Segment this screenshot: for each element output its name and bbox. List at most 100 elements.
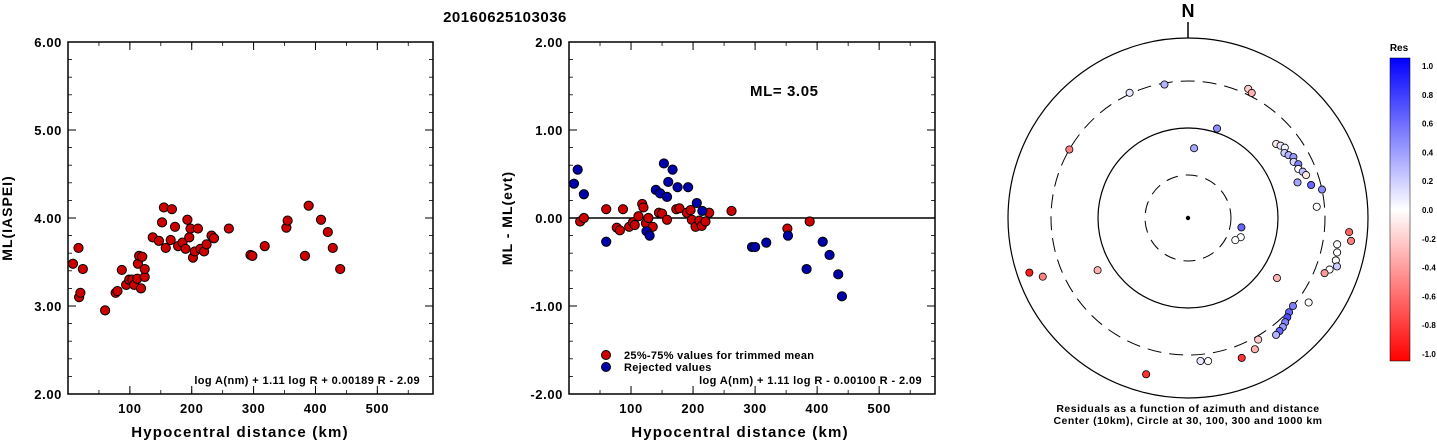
left-point-series-0 [67, 258, 79, 269]
colorbar-tick-label: 0.2 [1422, 177, 1434, 186]
left-y-tick-label: 6.00 [34, 35, 62, 50]
station-residual-marker [1160, 80, 1169, 89]
legend-label-trimmed: 25%-75% values for trimmed mean [624, 350, 814, 362]
colorbar-tick-label: -0.2 [1422, 235, 1436, 244]
station-residual-marker [1213, 124, 1222, 133]
station-residual-marker [1190, 144, 1199, 153]
middle-point-series-0 [804, 216, 815, 227]
legend-marker-trimmed [601, 350, 611, 360]
middle-x-tick-label: 400 [805, 401, 829, 416]
middle-point-series-1 [663, 176, 674, 188]
left-point-series-0 [160, 242, 171, 254]
station-residual-marker [1237, 223, 1246, 232]
colorbar-tick-label: -0.8 [1422, 321, 1436, 330]
left-point-series-0 [73, 242, 84, 254]
middle-point-series-1 [572, 164, 583, 175]
left-point-series-0 [327, 242, 338, 254]
station-residual-marker [1318, 185, 1327, 194]
middle-y-tick-label: 1.00 [535, 123, 563, 138]
left-point-series-0 [201, 239, 212, 250]
left-y-tick-label: 5.00 [34, 123, 62, 138]
middle-point-series-0 [661, 214, 673, 225]
left-y-tick-label: 4.00 [34, 211, 62, 226]
colorbar-title: Res [1390, 43, 1409, 54]
station-residual-marker [1231, 236, 1240, 245]
middle-point-series-0 [617, 204, 629, 215]
middle-point-series-0 [685, 204, 696, 216]
left-point-series-0 [153, 235, 165, 246]
left-chart: 2.00 3.00 4.00 5.00 6.00 100 200 300 400 500 log … [0, 35, 434, 441]
middle-x-tick-label: 300 [743, 401, 767, 416]
legend-label-rejected: Rejected values [624, 362, 712, 374]
left-point-series-0 [100, 305, 111, 316]
station-residual-marker [1320, 269, 1329, 278]
y-axis-label: ML(IASPEI) [0, 175, 15, 260]
middle-point-series-1 [661, 191, 673, 202]
left-point-series-0 [192, 223, 204, 234]
left-point-series-0 [335, 263, 346, 275]
middle-point-series-1 [601, 236, 612, 247]
middle-x-tick-label: 500 [867, 401, 891, 416]
station-residual-marker [1288, 302, 1297, 311]
x-axis-label: Hypocentral distance (km) [131, 424, 349, 441]
left-point-series-0 [116, 264, 127, 276]
left-point-series-0 [182, 214, 193, 225]
middle-point-series-1 [761, 237, 772, 248]
azimuth-plot: N Residuals as a function of azimuth and… [1007, 1, 1436, 427]
left-point-series-0 [180, 243, 191, 254]
middle-y-tick-label: 2.00 [535, 35, 563, 50]
y-axis-label: ML - ML(evt) [500, 171, 515, 265]
station-residual-marker [1250, 345, 1259, 354]
left-point-series-0 [322, 226, 333, 238]
caption-line-1: Residuals as a function of azimuth and d… [1056, 403, 1319, 415]
station-residual-marker [1312, 202, 1321, 211]
middle-point-series-1 [782, 230, 794, 241]
station-residual-marker [1038, 272, 1047, 281]
middle-point-series-1 [578, 189, 589, 200]
middle-y-tick-label: 0.00 [535, 211, 563, 226]
station-residual-marker [1272, 330, 1281, 339]
left-point-series-0 [303, 200, 314, 211]
middle-y-tick-label: -1.00 [530, 299, 563, 314]
station-residual-marker [1333, 248, 1342, 257]
ring-300km [1050, 80, 1326, 356]
left-point-series-0 [165, 234, 176, 246]
middle-point-series-0 [700, 216, 711, 227]
colorbar-tick-label: -0.6 [1422, 292, 1436, 301]
left-point-series-0 [208, 233, 220, 244]
middle-point-series-1 [568, 178, 580, 189]
left-point-series-0 [135, 283, 147, 294]
ring-30km [1144, 174, 1232, 262]
middle-point-series-1 [683, 182, 694, 193]
north-label: N [1182, 1, 1195, 21]
colorbar-tick-label: 0.4 [1422, 148, 1434, 157]
colorbar-tick-label: -0.4 [1422, 264, 1436, 273]
left-x-tick-label: 400 [304, 401, 328, 416]
station-residual-marker [1302, 171, 1311, 180]
middle-point-series-1 [817, 236, 828, 247]
middle-point-series-1 [691, 197, 702, 209]
station-residual-marker [1272, 274, 1281, 283]
station-residual-marker [1125, 88, 1134, 97]
colorbar [1389, 57, 1411, 362]
colorbar-tick-label: -1.0 [1422, 350, 1436, 359]
legend-marker-rejected [601, 362, 611, 372]
middle-point-series-1 [697, 205, 708, 217]
middle-point-series-0 [633, 211, 644, 222]
middle-point-series-1 [672, 182, 683, 193]
middle-point-series-0 [726, 205, 737, 217]
left-x-tick-label: 100 [118, 401, 142, 416]
station-residual-marker [1304, 298, 1313, 307]
left-y-tick-label: 3.00 [34, 299, 62, 314]
caption-line-2: Center (10km), Circle at 30, 100, 300 an… [1053, 415, 1322, 427]
middle-point-series-1 [833, 269, 844, 280]
left-x-tick-label: 200 [180, 401, 204, 416]
middle-point-series-1 [836, 291, 848, 302]
station-residual-marker [1247, 88, 1256, 97]
left-point-series-0 [169, 221, 181, 232]
ring-100km [1097, 127, 1279, 309]
left-point-series-0 [282, 215, 293, 226]
middle-point-series-0 [601, 204, 612, 215]
station-residual-marker [1196, 356, 1205, 365]
middle-chart: -2.00 -1.00 0.00 1.00 2.00 100 200 300 400 500 ML… [500, 35, 936, 441]
